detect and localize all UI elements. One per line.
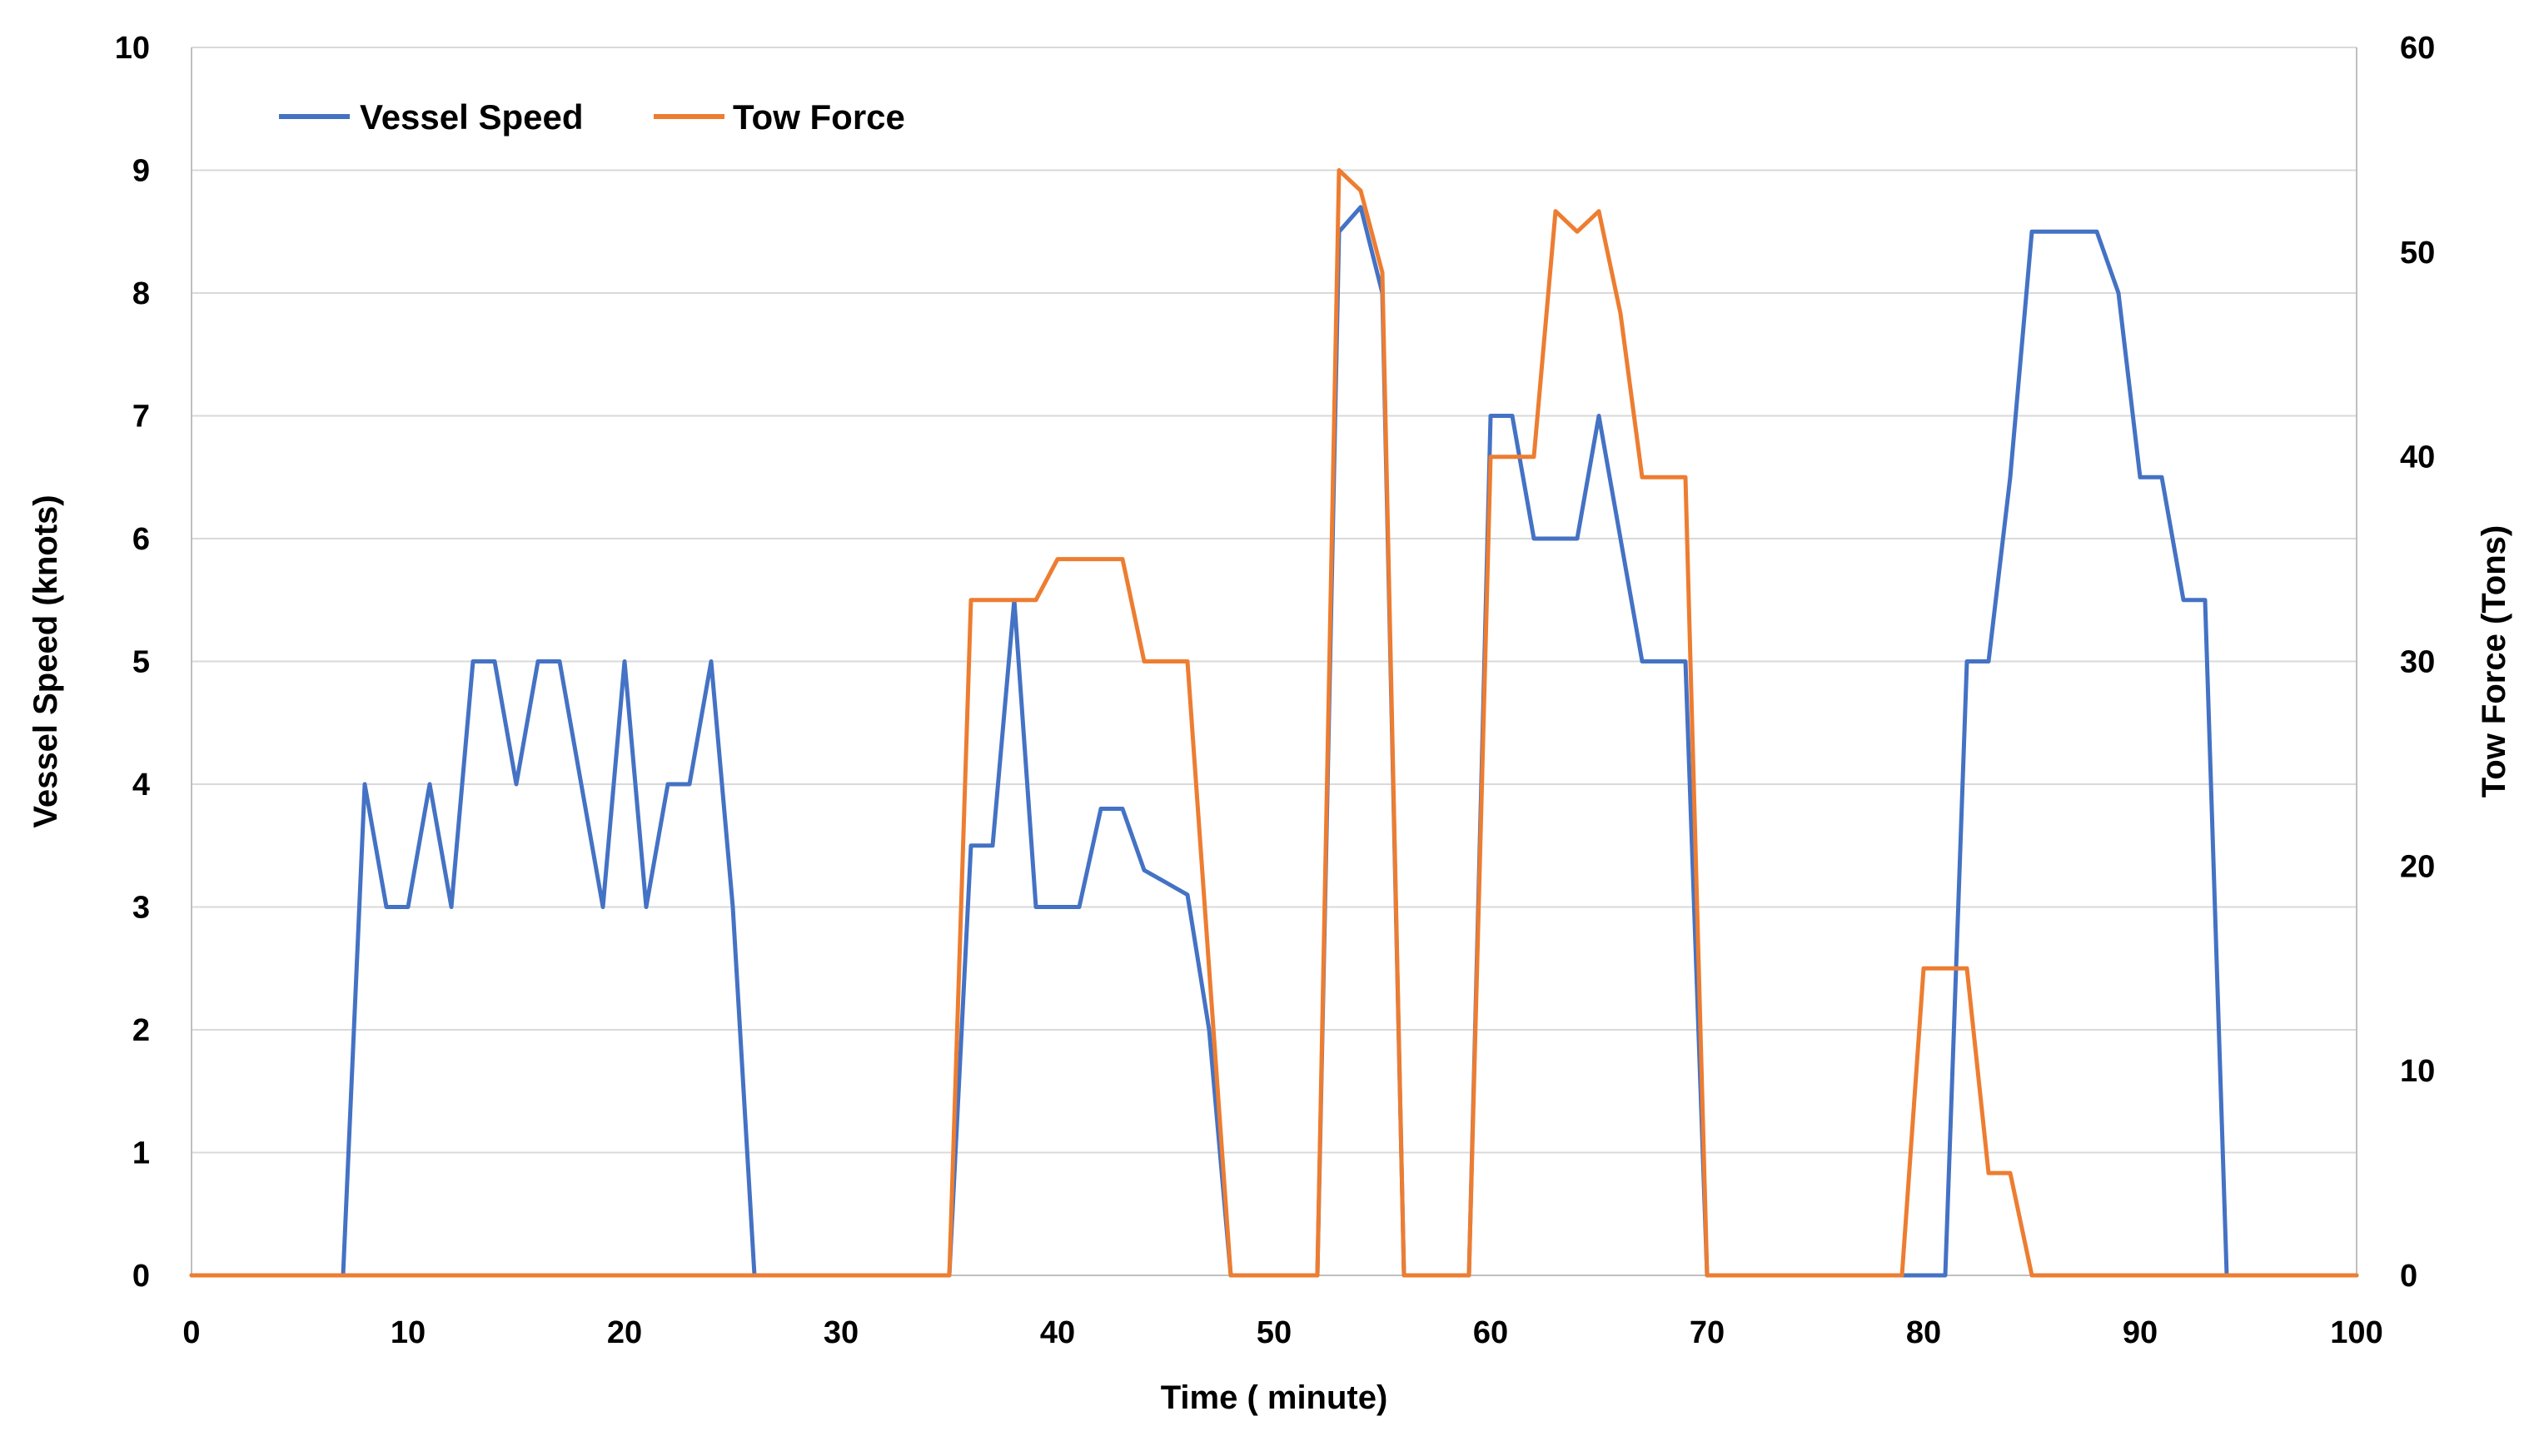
- y2-tick-label-50: 50: [2400, 236, 2435, 271]
- y-tick-label-10: 10: [115, 31, 150, 66]
- series-line-vessel-speed: [189, 205, 2359, 1278]
- x-axis-title: Time ( minute): [1161, 1379, 1388, 1416]
- y2-tick-label-40: 40: [2400, 440, 2435, 475]
- y2-tick-label-60: 60: [2400, 31, 2435, 66]
- y2-tick-label-30: 30: [2400, 645, 2435, 680]
- legend-label-vessel-speed: Vessel Speed: [360, 97, 584, 137]
- tick-labels: 0 10 20 30 40 50 60 70 80 90 100012345678910010203…: [115, 31, 2436, 1350]
- y-tick-label-6: 6: [132, 522, 150, 557]
- x-tick-label-100: 100: [2330, 1315, 2382, 1350]
- x-tick-label-60: 60: [1473, 1315, 1508, 1350]
- x-tick-label-80: 80: [1906, 1315, 1941, 1350]
- x-tick-label-0: 0: [182, 1315, 200, 1350]
- y-tick-label-8: 8: [132, 276, 150, 311]
- y-axis-title-right: Tow Force (Tons): [2476, 525, 2512, 798]
- y2-tick-label-0: 0: [2400, 1259, 2417, 1294]
- legend: Vessel Speed Tow Force: [279, 97, 905, 137]
- gridlines: [192, 47, 2357, 1154]
- x-tick-label-50: 50: [1257, 1315, 1292, 1350]
- y-tick-label-0: 0: [132, 1259, 150, 1294]
- y2-tick-label-20: 20: [2400, 849, 2435, 884]
- x-tick-label-40: 40: [1040, 1315, 1075, 1350]
- y-tick-label-4: 4: [132, 768, 150, 803]
- y-axis-title-left: Vessel Speed (knots): [27, 494, 64, 827]
- y-tick-label-1: 1: [132, 1136, 150, 1171]
- y-tick-label-5: 5: [132, 645, 150, 680]
- y-tick-label-3: 3: [132, 891, 150, 926]
- y-tick-label-7: 7: [132, 400, 150, 435]
- x-tick-label-30: 30: [824, 1315, 859, 1350]
- y-tick-label-2: 2: [132, 1013, 150, 1048]
- x-tick-label-20: 20: [607, 1315, 642, 1350]
- x-tick-label-90: 90: [2123, 1315, 2158, 1350]
- x-tick-label-10: 10: [391, 1315, 426, 1350]
- y-tick-label-9: 9: [132, 154, 150, 189]
- series: [189, 168, 2359, 1278]
- y2-tick-label-10: 10: [2400, 1054, 2435, 1089]
- legend-label-tow-force: Tow Force: [733, 97, 905, 137]
- series-line-tow-force: [189, 168, 2359, 1278]
- x-tick-label-70: 70: [1690, 1315, 1725, 1350]
